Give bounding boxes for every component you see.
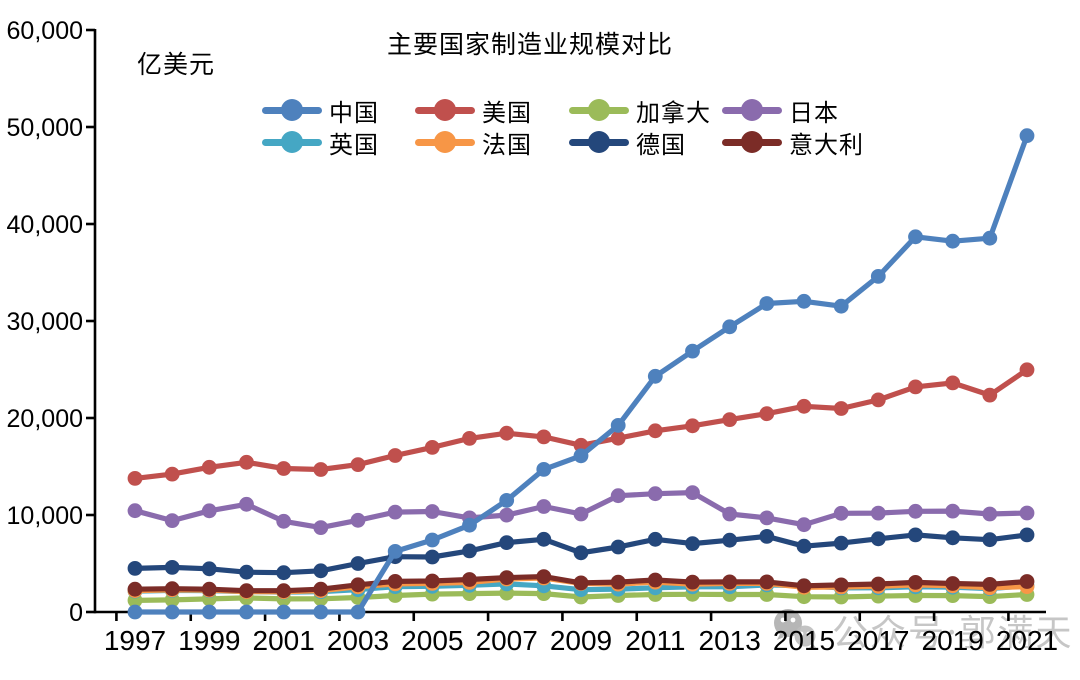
svg-text:2017: 2017 xyxy=(847,625,909,656)
svg-text:1997: 1997 xyxy=(104,625,166,656)
legend-swatch-japan-icon xyxy=(722,96,782,124)
legend-swatch-germany-icon xyxy=(569,128,629,156)
legend-swatch-china-icon xyxy=(262,96,322,124)
y-axis xyxy=(86,28,97,614)
legend-swatch-usa-icon xyxy=(415,96,475,124)
legend-label-canada: 加拿大 xyxy=(636,98,711,127)
svg-text:2015: 2015 xyxy=(773,625,835,656)
series-usa xyxy=(127,362,1035,486)
svg-text:2003: 2003 xyxy=(327,625,389,656)
legend-swatch-canada-icon xyxy=(569,96,629,124)
legend-item-germany: 德国 xyxy=(569,128,686,159)
svg-text:2007: 2007 xyxy=(476,625,538,656)
svg-text:2001: 2001 xyxy=(253,625,315,656)
watermark: 公众号·郭满天 xyxy=(770,604,1073,656)
y-axis-unit-label: 亿美元 xyxy=(137,50,216,79)
y-tick-labels: 0 10,000 20,000 30,000 40,000 50,000 60,000 xyxy=(7,17,83,627)
series-germany xyxy=(127,527,1035,581)
svg-text:1999: 1999 xyxy=(178,625,240,656)
chart-title: 主要国家制造业规模对比 xyxy=(386,30,673,59)
legend-item-japan: 日本 xyxy=(722,96,839,127)
legend-label-france: 法国 xyxy=(482,130,532,159)
svg-text:50,000: 50,000 xyxy=(7,114,83,142)
legend-label-japan: 日本 xyxy=(789,98,839,127)
svg-text:0: 0 xyxy=(69,599,83,627)
legend-label-uk: 英国 xyxy=(329,130,379,159)
series-china xyxy=(127,128,1035,620)
series-japan xyxy=(127,485,1035,535)
legend-label-italy: 意大利 xyxy=(789,130,864,159)
svg-text:2005: 2005 xyxy=(401,625,463,656)
svg-text:30,000: 30,000 xyxy=(7,308,83,336)
legend-swatch-italy-icon xyxy=(722,128,782,156)
wechat-icon xyxy=(774,609,817,649)
svg-text:40,000: 40,000 xyxy=(7,211,83,239)
legend-item-china: 中国 xyxy=(262,96,379,127)
legend-label-usa: 美国 xyxy=(482,98,532,127)
svg-text:10,000: 10,000 xyxy=(7,502,83,530)
svg-text:60,000: 60,000 xyxy=(7,17,83,45)
legend-label-germany: 德国 xyxy=(636,130,686,159)
watermark-text: 公众号·郭满天 xyxy=(832,613,1074,654)
svg-text:2021: 2021 xyxy=(996,625,1058,656)
svg-text:2013: 2013 xyxy=(699,625,761,656)
legend-swatch-uk-icon xyxy=(262,128,322,156)
legend-item-canada: 加拿大 xyxy=(569,96,711,127)
svg-text:2009: 2009 xyxy=(550,625,612,656)
legend-item-italy: 意大利 xyxy=(722,128,864,159)
legend-swatch-france-icon xyxy=(415,128,475,156)
series-italy xyxy=(127,569,1035,599)
legend-label-china: 中国 xyxy=(329,98,379,127)
legend-item-france: 法国 xyxy=(415,128,532,159)
svg-text:20,000: 20,000 xyxy=(7,405,83,433)
svg-text:2019: 2019 xyxy=(922,625,984,656)
x-tick-labels: 1997 1999 2001 2003 2005 2007 2009 2011 2013 2015… xyxy=(104,625,1058,656)
legend-item-usa: 美国 xyxy=(415,96,532,127)
svg-text:2011: 2011 xyxy=(625,625,685,656)
legend-item-uk: 英国 xyxy=(262,128,379,159)
